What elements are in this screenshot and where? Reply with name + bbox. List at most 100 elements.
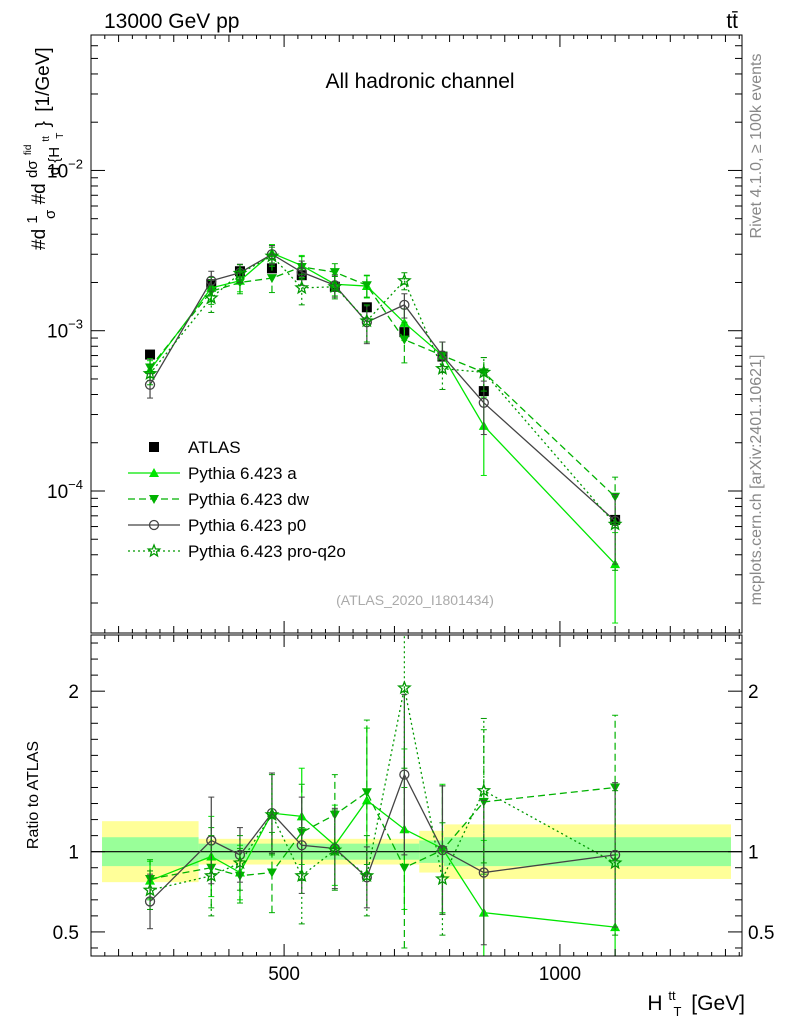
- y-tick-base: 10: [47, 322, 68, 343]
- y-tick-exponent: −4: [68, 477, 83, 492]
- data-point: [145, 349, 156, 360]
- legend-label: ATLAS: [188, 438, 241, 457]
- data-point: [206, 275, 217, 286]
- ylabel-part-fid: fid: [23, 145, 34, 156]
- x-tick-label: 500: [268, 964, 300, 985]
- y-tick-label: 10−3: [47, 317, 83, 343]
- legend-item: Pythia 6.423 a: [128, 464, 297, 483]
- legend-item: Pythia 6.423 pro-q2o: [128, 542, 346, 561]
- legend-item: Pythia 6.423 dw: [128, 490, 310, 509]
- legend-marker: [149, 495, 159, 504]
- ylabel-part-t: T: [55, 133, 66, 139]
- main-plot-frame: [90, 34, 743, 634]
- main-series-atlas: [145, 263, 621, 525]
- xlabel-part-unit: [GeV]: [691, 992, 745, 1015]
- plot-title: All hadronic channel: [325, 70, 514, 93]
- data-point: [294, 868, 310, 883]
- data-point: [327, 279, 343, 294]
- data-point: [434, 871, 450, 886]
- ratio-plot-panel: 500 1000 0.5 0.5 1 1 2 2 Ratio to ATLAS H tt T …: [25, 634, 774, 1021]
- legend-item: ATLAS: [149, 438, 241, 457]
- y-tick-exponent: −2: [68, 156, 83, 171]
- y-tick-exponent: −3: [68, 317, 83, 332]
- legend-marker: [149, 468, 159, 477]
- y-tick-label: 10−2: [47, 156, 83, 182]
- data-point: [399, 769, 410, 780]
- main-series-pythia-6-423-pro-q2o: [142, 246, 623, 571]
- ylabel-part-one: 1: [24, 215, 41, 223]
- y-tick-label-right: 1: [748, 843, 759, 864]
- data-point: [476, 364, 492, 379]
- x-axis-label: H tt T [GeV]: [647, 982, 745, 1021]
- data-point: [264, 248, 280, 263]
- data-point: [437, 350, 448, 361]
- data-point: [144, 896, 156, 907]
- y-tick-label-right: 2: [748, 682, 759, 703]
- ylabel-part-dh: d {H: [46, 147, 63, 175]
- data-point: [361, 281, 372, 291]
- data-point: [359, 868, 375, 883]
- ratio-series-pythia-6-423-pro-q2o: [142, 634, 623, 936]
- ylabel-part-tt: tt: [41, 136, 52, 142]
- data-point: [399, 299, 410, 311]
- y-tick-label-right: 0.5: [748, 923, 774, 944]
- xlabel-part-h: H: [647, 992, 662, 1015]
- data-point: [607, 855, 623, 870]
- xlabel-part-t: T: [674, 1004, 682, 1019]
- ratio-series-pythia-6-423-p0: [144, 693, 621, 946]
- energy-label: 13000 GeV pp: [104, 10, 239, 33]
- data-point: [203, 868, 219, 883]
- rivet-label: Rivet 4.1.0, ≥ 100k events: [748, 54, 765, 239]
- legend: ATLAS Pythia 6.423 a Pythia 6.423 dw Pythia…: [128, 438, 346, 561]
- ylabel-part-unit: [1/GeV]: [33, 47, 54, 111]
- data-point: [232, 265, 248, 280]
- legend-label: Pythia 6.423 dw: [188, 490, 310, 509]
- y-tick-label: 0.5: [53, 923, 79, 944]
- data-point: [434, 360, 450, 375]
- series-line: [149, 255, 616, 525]
- data-point: [296, 840, 307, 851]
- main-plot-panel: 10−210−310−4 All hadronic channel (ATLAS…: [15, 34, 743, 634]
- y-tick-label: 2: [68, 682, 79, 703]
- ratio-plot-frame: [90, 634, 743, 957]
- y-tick-label: 1: [68, 843, 79, 864]
- process-label: tt̄: [726, 10, 738, 33]
- ylabel-part-sigma: σ: [42, 209, 59, 219]
- data-point: [607, 516, 623, 531]
- data-point: [361, 795, 372, 805]
- y-tick-base: 10: [47, 482, 68, 503]
- main-y-axis-label: #d 1 σ #d dσ fid d {H tt T } [1/GeV]: [15, 47, 68, 250]
- legend-label: Pythia 6.423 p0: [188, 516, 306, 535]
- legend-item: Pythia 6.423 p0: [128, 516, 306, 535]
- ylabel-part-brace: }: [33, 121, 54, 127]
- data-point: [359, 313, 375, 328]
- data-point: [399, 863, 410, 873]
- data-point: [266, 868, 277, 878]
- data-point: [327, 842, 343, 857]
- legend-label: Pythia 6.423 pro-q2o: [188, 542, 346, 561]
- legend-marker: [148, 519, 160, 531]
- x-tick-label: 1000: [539, 964, 581, 985]
- data-point: [329, 268, 340, 278]
- ylabel-part-hash2: #d: [29, 183, 50, 204]
- data-point: [361, 788, 372, 798]
- watermark: (ATLAS_2020_I1801434): [336, 592, 494, 608]
- legend-label: Pythia 6.423 a: [188, 464, 297, 483]
- data-point: [296, 266, 307, 278]
- data-point: [203, 290, 219, 305]
- ratio-y-axis-label: Ratio to ATLAS: [25, 741, 42, 849]
- data-point: [144, 379, 156, 390]
- data-point: [478, 867, 489, 878]
- data-point: [609, 515, 621, 527]
- data-point: [266, 274, 277, 284]
- y-tick-base: 10: [47, 161, 68, 182]
- data-point: [294, 280, 310, 295]
- legend-marker: [146, 543, 162, 558]
- data-point: [142, 365, 158, 380]
- svg-text:#d 1 σ: #d 1 σ #d dσ fid d {H tt T } [1/GeV]: [15, 47, 68, 250]
- ylabel-part-hash: #d: [29, 229, 50, 250]
- data-point: [478, 397, 489, 408]
- data-point: [397, 273, 412, 288]
- ylabel-part-dsigma: dσ: [24, 160, 41, 178]
